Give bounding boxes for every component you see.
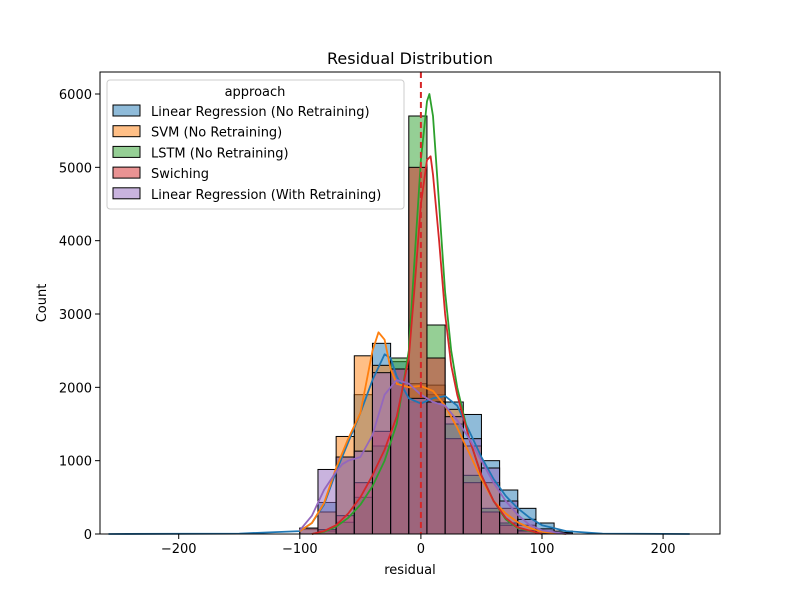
legend-entry-svm-no-retraining: SVM (No Retraining) [112, 125, 282, 141]
y-tick-label: 5000 [59, 161, 92, 176]
chart-title: Residual Distribution [327, 49, 493, 68]
kde-line-svm-no-retraining [299, 331, 567, 535]
legend-label: Linear Regression (With Retraining) [151, 188, 381, 203]
legend-entries: Linear Regression (No Retraining) SVM (No… [112, 104, 381, 203]
legend-swatch [112, 166, 141, 179]
axes-frame [99, 71, 721, 535]
y-tick-label: 4000 [59, 235, 92, 250]
legend: approach Linear Regression (No Retrainin… [106, 79, 405, 210]
legend-label: SVM (No Retraining) [151, 126, 282, 141]
kde-line-swiching [311, 155, 543, 535]
histogram-bars [299, 115, 573, 535]
plot-area [108, 72, 690, 535]
legend-entry-linear-regression-with-retraining: Linear Regression (With Retraining) [112, 187, 381, 203]
legend-label: Linear Regression (No Retraining) [151, 105, 370, 120]
y-axis-ticks: 0 1000 2000 3000 4000 5000 6000 [59, 88, 100, 543]
x-axis-label: residual [384, 563, 436, 578]
legend-swatch [112, 187, 141, 200]
legend-swatch [112, 145, 141, 158]
legend-entry-swiching: Swiching [112, 166, 209, 182]
x-tick-label: 0 [417, 542, 425, 557]
y-tick-label: 3000 [59, 308, 92, 323]
x-axis-ticks: −200 −100 0 100 200 [161, 534, 676, 557]
y-tick-label: 1000 [59, 455, 92, 470]
y-axis-label: Count [35, 284, 50, 323]
legend-swatch [112, 125, 141, 138]
legend-label: Swiching [151, 167, 209, 182]
legend-title: approach [225, 85, 286, 100]
legend-label: LSTM (No Retraining) [151, 146, 289, 161]
legend-entry-lstm-no-retraining: LSTM (No Retraining) [112, 145, 289, 161]
legend-swatch [112, 104, 141, 117]
histogram-bar [408, 397, 428, 535]
bar-series-linear-regression-with-retraining [299, 368, 573, 535]
y-tick-label: 6000 [59, 88, 92, 103]
x-tick-label: 200 [651, 542, 676, 557]
y-tick-label: 2000 [59, 381, 92, 396]
legend-box [106, 79, 405, 210]
legend-entry-linear-regression-no-retraining: Linear Regression (No Retraining) [112, 104, 370, 120]
x-tick-label: −200 [161, 542, 197, 557]
histogram-bar [426, 401, 446, 535]
x-tick-label: 100 [530, 542, 555, 557]
x-tick-label: −100 [282, 542, 318, 557]
y-tick-label: 0 [84, 528, 92, 543]
